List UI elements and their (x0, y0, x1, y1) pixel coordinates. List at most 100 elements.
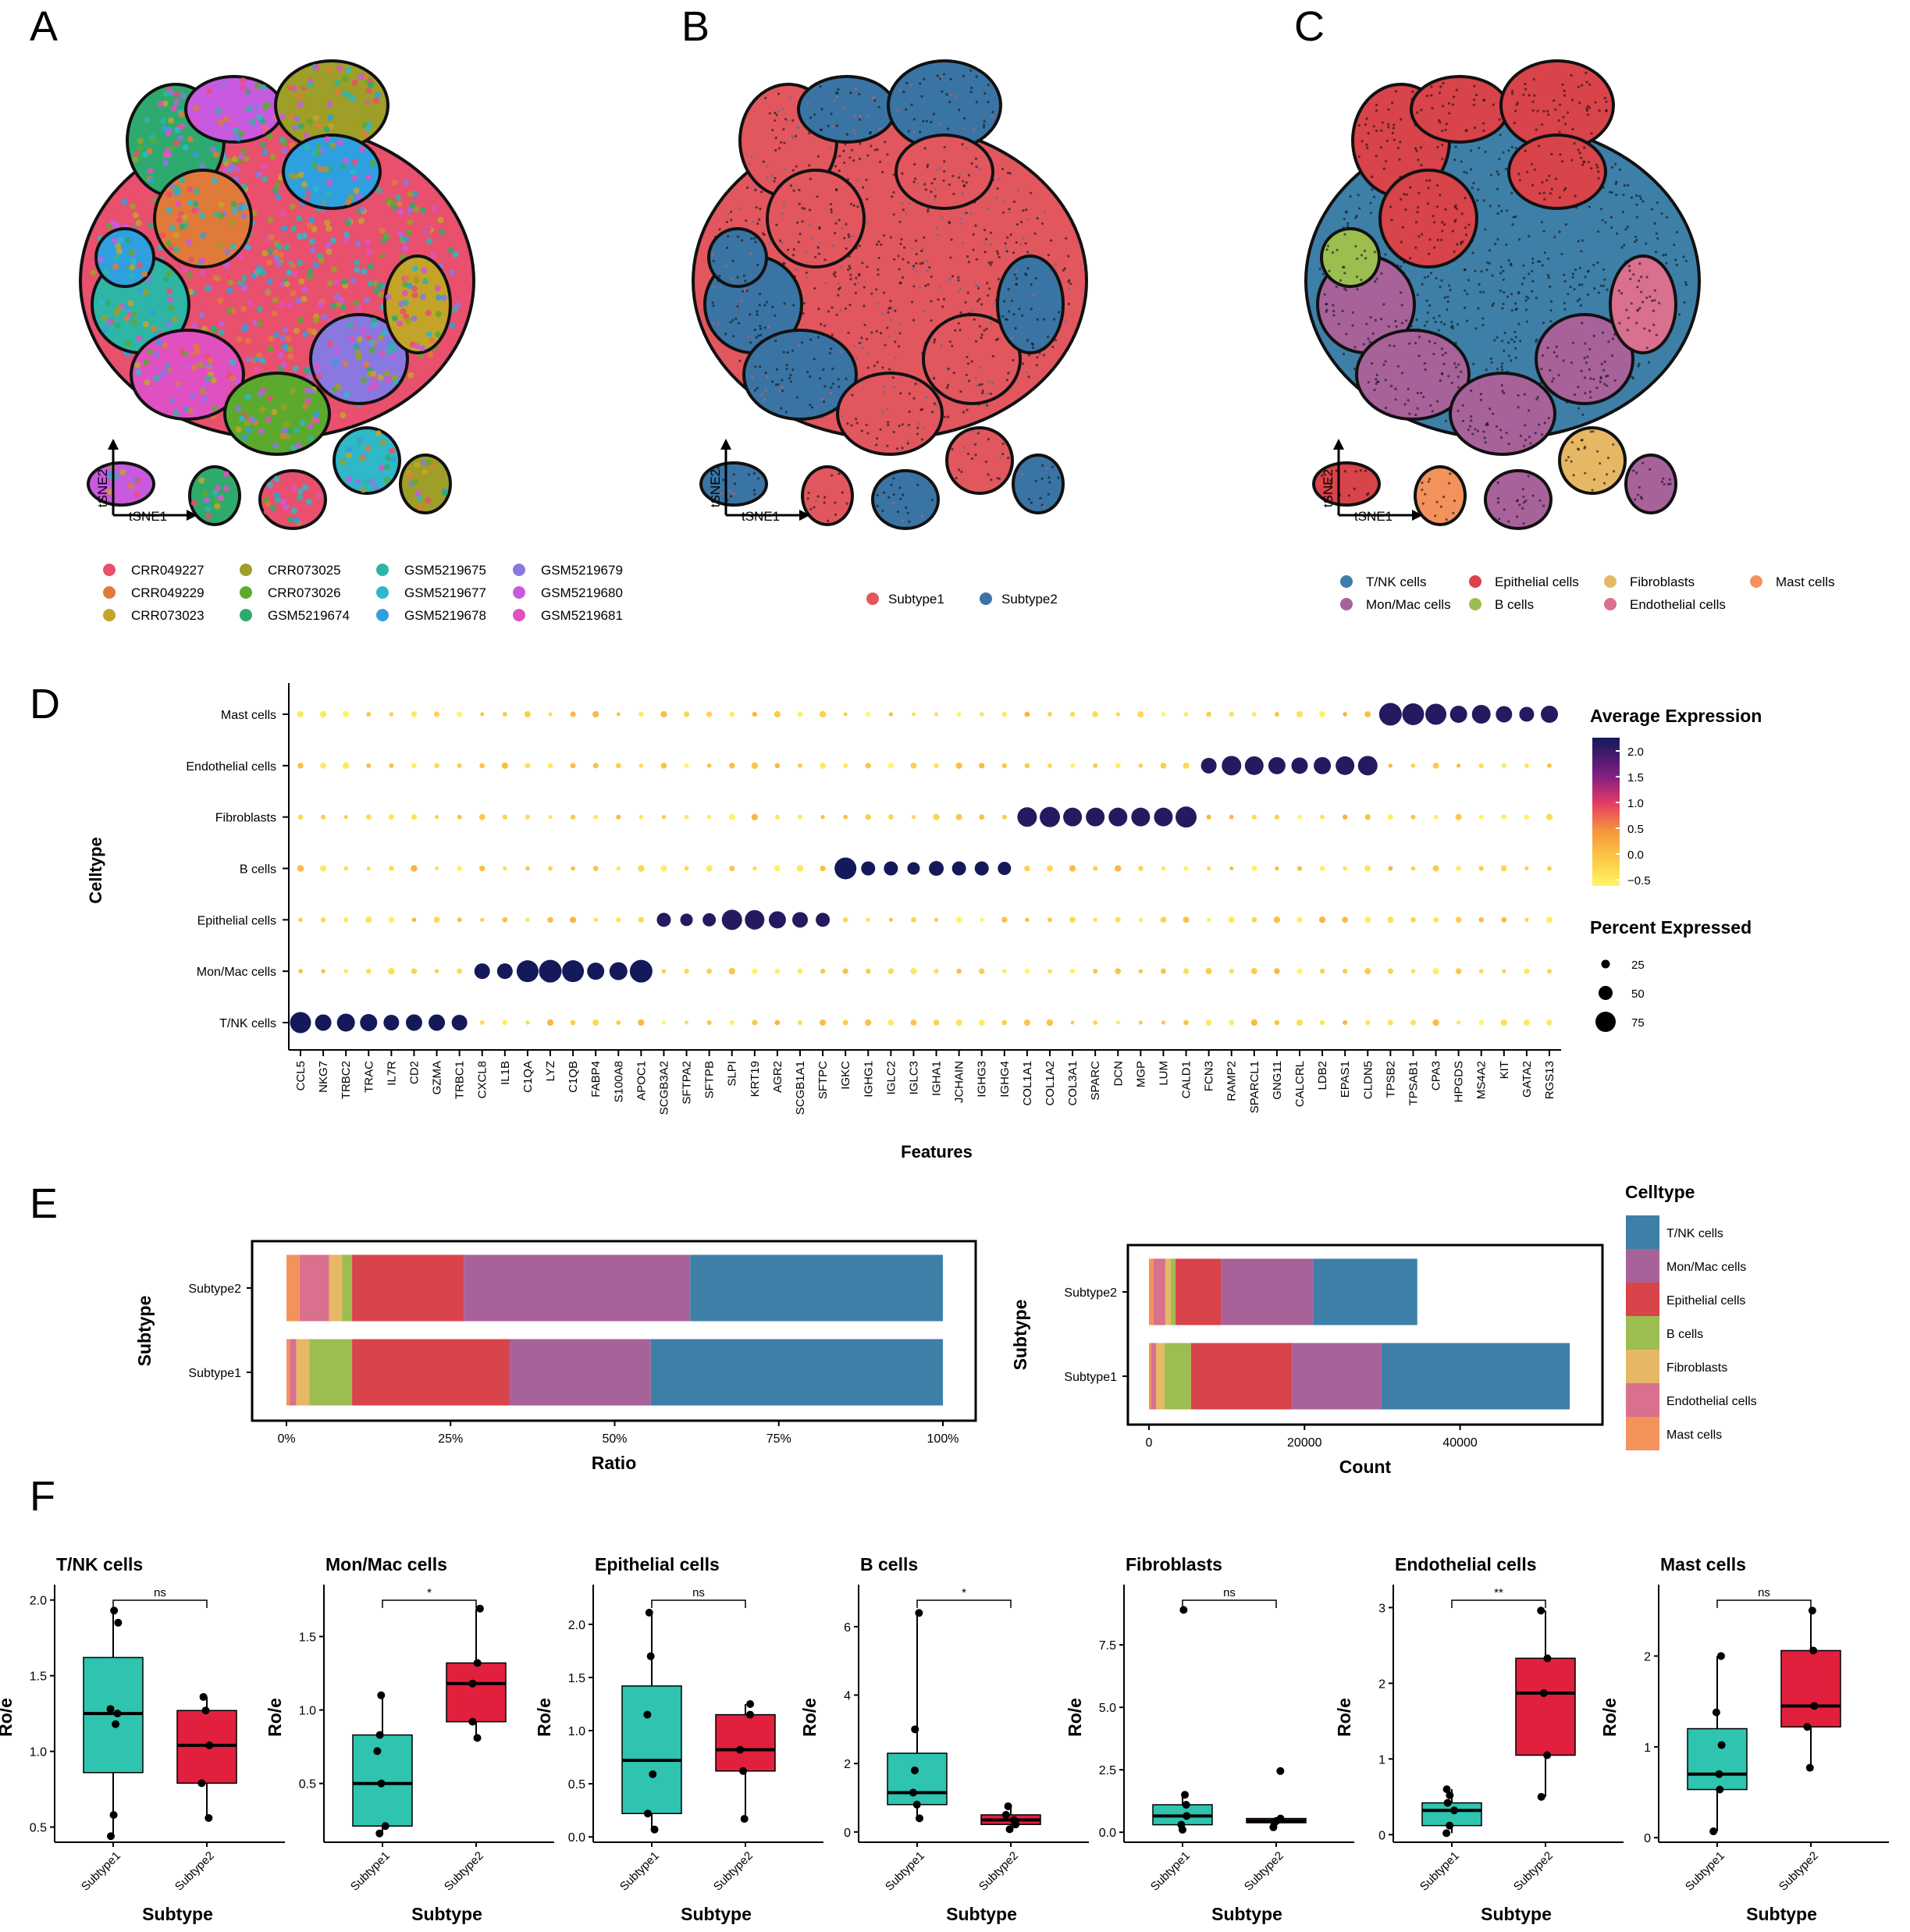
cell-point (789, 373, 792, 377)
dot-cldn5 (1364, 916, 1371, 923)
cell-point (783, 302, 786, 305)
cell-point (876, 493, 879, 496)
cell-point (1563, 189, 1566, 192)
dot-scgb1a1 (796, 865, 804, 872)
x-tick-label: GNG11 (1271, 1061, 1284, 1100)
cell-point (745, 289, 749, 292)
cell-point (1513, 347, 1517, 350)
cell-point (1442, 362, 1446, 366)
cell-point (295, 297, 302, 304)
cell-point (914, 382, 917, 386)
cell-point (983, 92, 987, 95)
dot-mgp (1138, 1020, 1143, 1025)
x-tick-label: LDB2 (1316, 1061, 1329, 1091)
cell-point (1572, 474, 1575, 477)
cell-point (204, 285, 211, 292)
cell-point (1353, 487, 1356, 490)
cell-point (1481, 122, 1485, 125)
cell-point (388, 244, 395, 251)
data-point (205, 1741, 214, 1749)
cell-point (178, 347, 185, 354)
cell-point (924, 284, 927, 287)
dot-cxcl8 (480, 917, 485, 922)
cell-point (181, 266, 188, 273)
cell-point (1486, 261, 1489, 264)
cell-point (1376, 380, 1379, 383)
cell-point (160, 117, 167, 124)
cell-point (821, 416, 824, 419)
cell-point (1558, 130, 1561, 133)
data-point (740, 1815, 749, 1823)
cell-point (391, 315, 398, 322)
data-point (1183, 1812, 1191, 1820)
cell-point (766, 176, 769, 180)
cell-point (996, 250, 999, 253)
cell-point (1468, 425, 1472, 428)
bar-segment-mast-cells (286, 1254, 300, 1322)
cell-point (754, 240, 757, 244)
dot-ighg4 (1002, 969, 1007, 973)
cell-point (1417, 158, 1420, 162)
cell-point (1605, 473, 1609, 476)
cell-point (763, 326, 766, 329)
cell-point (1415, 149, 1418, 152)
dot-lyz (548, 866, 553, 871)
x-tick-label: COL1A2 (1044, 1061, 1057, 1106)
cell-point (251, 320, 258, 327)
cell-point (1599, 208, 1602, 211)
cell-point (817, 252, 820, 255)
cell-point (1018, 308, 1021, 311)
cell-point (1524, 499, 1528, 503)
cell-point (1441, 158, 1444, 161)
cell-point (1424, 493, 1427, 496)
cell-point (385, 454, 392, 461)
dot-kit (1500, 865, 1507, 872)
cell-point (333, 279, 340, 286)
x-tick-label: IGLC3 (907, 1061, 920, 1094)
cell-point (240, 326, 247, 333)
cell-point (1517, 173, 1521, 176)
cell-point (1562, 359, 1565, 362)
cell-point (377, 249, 384, 256)
cell-point (876, 148, 879, 151)
cell-point (1068, 287, 1071, 290)
cell-point (1543, 251, 1546, 254)
cell-point (1527, 475, 1530, 478)
legend-label: Fibroblasts (1630, 575, 1695, 589)
cell-point (193, 118, 200, 125)
dot-igha1 (933, 1019, 940, 1026)
cell-point (1442, 105, 1445, 108)
cell-point (1346, 224, 1350, 228)
cell-point (958, 290, 961, 293)
cell-point (923, 147, 927, 150)
cell-point (845, 377, 848, 380)
cell-point (1427, 187, 1430, 190)
cell-point (887, 307, 891, 310)
cell-point (858, 118, 861, 122)
cell-point (354, 266, 361, 273)
cell-point (1054, 339, 1058, 342)
cell-point (1047, 476, 1051, 479)
cell-point (863, 286, 866, 289)
cell-point (919, 408, 923, 411)
cell-point (763, 304, 766, 307)
cell-point (736, 305, 739, 308)
boxplot-title: T/NK cells (56, 1554, 143, 1574)
cell-point (1596, 261, 1599, 264)
cell-point (1524, 87, 1528, 91)
cell-point (236, 336, 243, 343)
cell-point (340, 411, 347, 418)
cell-point (1474, 327, 1478, 330)
cell-point (1489, 357, 1493, 361)
cell-point (881, 509, 884, 512)
cell-point (172, 316, 179, 323)
arrow-head-icon (1333, 439, 1344, 450)
legend-label: Endothelial cells (1666, 1395, 1757, 1408)
cell-point (165, 320, 172, 327)
cell-point (972, 128, 975, 132)
cell-point (435, 311, 442, 318)
cell-point (207, 357, 214, 364)
cell-point (1360, 279, 1363, 282)
cell-point (805, 271, 808, 275)
cell-point (121, 198, 128, 205)
